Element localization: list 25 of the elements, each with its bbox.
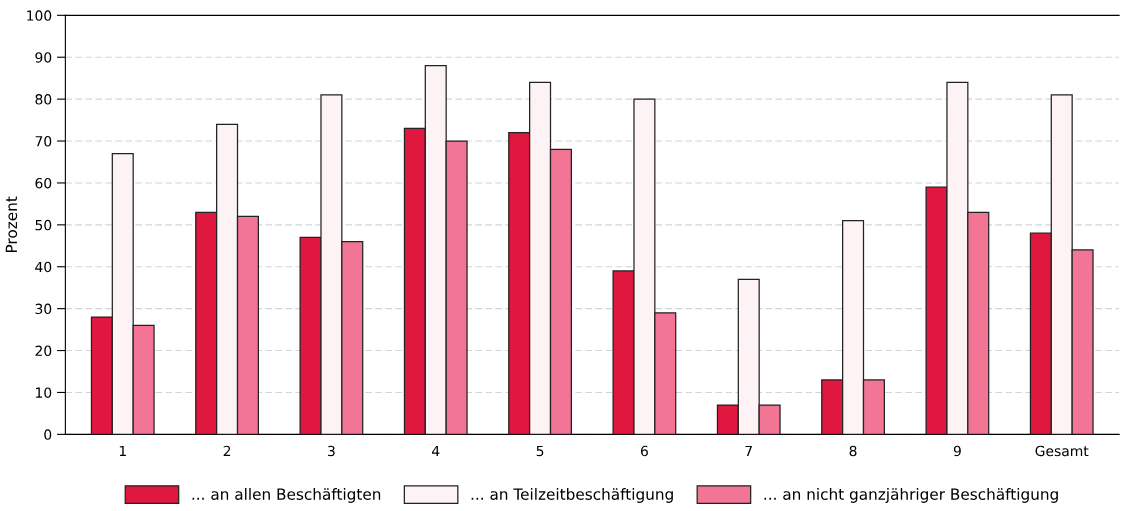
y-tick-label: 60 — [35, 177, 52, 189]
y-tick-label: 0 — [44, 429, 52, 440]
y-axis-title: Prozent — [5, 196, 18, 252]
y-tick-label: 70 — [35, 136, 52, 147]
legend-label: ... an Teilzeitbeschäftigung — [471, 488, 673, 503]
x-tick-label: 1 — [119, 445, 126, 457]
y-tick-label: 10 — [36, 387, 52, 398]
legend-label: ... an nicht ganzjähriger Beschäftigung — [764, 488, 1058, 503]
y-tick-label: 90 — [35, 52, 52, 63]
x-tick-label: 6 — [640, 445, 648, 457]
x-tick-label: 9 — [953, 445, 961, 457]
y-tick-label: 50 — [35, 219, 52, 231]
y-tick-label: 30 — [35, 303, 52, 315]
y-tick-label: 80 — [35, 94, 52, 105]
y-tick-label: 100 — [27, 10, 52, 21]
x-tick-label: 4 — [432, 445, 440, 457]
x-tick-label: Gesamt — [1035, 445, 1089, 457]
x-tick-label: 8 — [849, 445, 857, 457]
x-tick-label: 3 — [328, 445, 335, 457]
legend-label: ... an allen Beschäftigten — [192, 488, 381, 503]
x-tick-label: 5 — [536, 445, 544, 457]
x-tick-label: 2 — [223, 445, 231, 457]
x-tick-label: 7 — [745, 445, 752, 457]
y-tick-label: 40 — [35, 261, 52, 273]
y-tick-label: 20 — [35, 345, 52, 357]
